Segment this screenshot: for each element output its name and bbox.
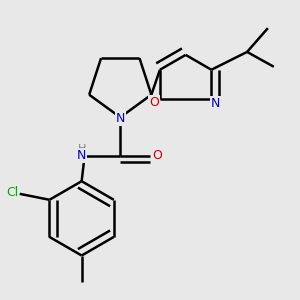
Text: N: N xyxy=(77,149,86,162)
Text: O: O xyxy=(149,96,159,109)
Text: N: N xyxy=(211,98,220,110)
Text: N: N xyxy=(116,112,125,125)
Text: H: H xyxy=(77,143,86,154)
Text: O: O xyxy=(152,149,162,162)
Text: Cl: Cl xyxy=(6,186,18,199)
